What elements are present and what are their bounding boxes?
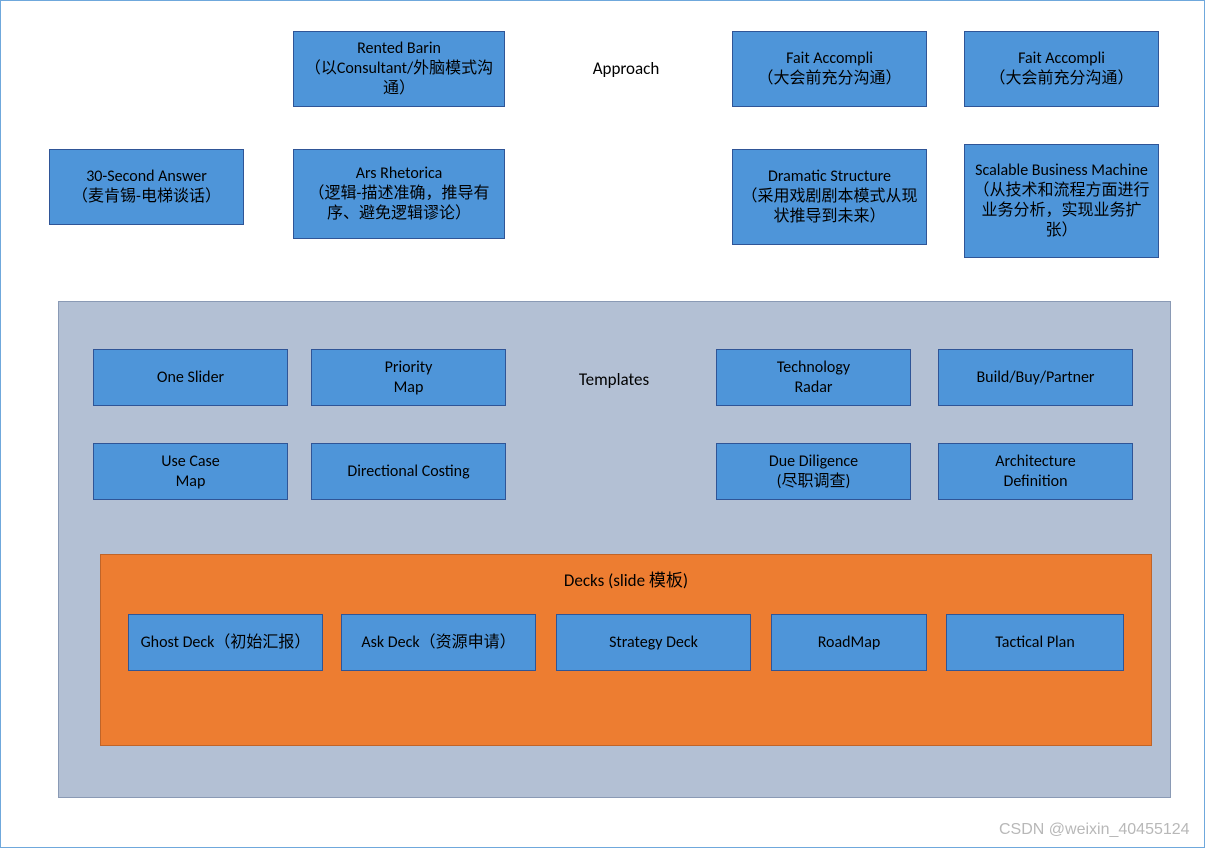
templates-box-build-buy: Build/Buy/Partner xyxy=(938,349,1133,406)
approach-label: Approach xyxy=(561,58,691,79)
watermark: CSDN @weixin_40455124 xyxy=(999,821,1190,839)
decks-box-tactical: Tactical Plan xyxy=(946,614,1124,671)
templates-box-one-slider: One Slider xyxy=(93,349,288,406)
templates-box-priority-map: Priority Map xyxy=(311,349,506,406)
templates-box-usecase-map: Use Case Map xyxy=(93,443,288,500)
templates-box-tech-radar: Technology Radar xyxy=(716,349,911,406)
templates-box-due-diligence: Due Diligence (尽职调查) xyxy=(716,443,911,500)
decks-label: Decks (slide 模板) xyxy=(511,566,741,591)
templates-label: Templates xyxy=(549,369,679,390)
decks-box-ghost: Ghost Deck（初始汇报） xyxy=(128,614,323,671)
templates-box-arch-def: Architecture Definition xyxy=(938,443,1133,500)
decks-box-ask: Ask Deck（资源申请） xyxy=(341,614,536,671)
approach-box-dramatic: Dramatic Structure （采用戏剧剧本模式从现状推导到未来） xyxy=(732,149,927,245)
templates-box-dir-costing: Directional Costing xyxy=(311,443,506,500)
approach-box-fait-1: Fait Accompli （大会前充分沟通） xyxy=(732,31,927,107)
approach-box-fait-2: Fait Accompli （大会前充分沟通） xyxy=(964,31,1159,107)
approach-box-ars: Ars Rhetorica （逻辑-描述准确，推导有序、避免逻辑谬论） xyxy=(293,149,505,239)
decks-box-strategy: Strategy Deck xyxy=(556,614,751,671)
approach-box-30sec: 30-Second Answer （麦肯锡-电梯谈话） xyxy=(49,149,244,225)
approach-box-scalable: Scalable Business Machine （从技术和流程方面进行业务分… xyxy=(964,144,1159,258)
decks-box-roadmap: RoadMap xyxy=(771,614,927,671)
approach-box-rented-barin: Rented Barin （以Consultant/外脑模式沟通） xyxy=(293,31,505,107)
diagram-canvas: Rented Barin （以Consultant/外脑模式沟通） Fait A… xyxy=(0,0,1205,848)
